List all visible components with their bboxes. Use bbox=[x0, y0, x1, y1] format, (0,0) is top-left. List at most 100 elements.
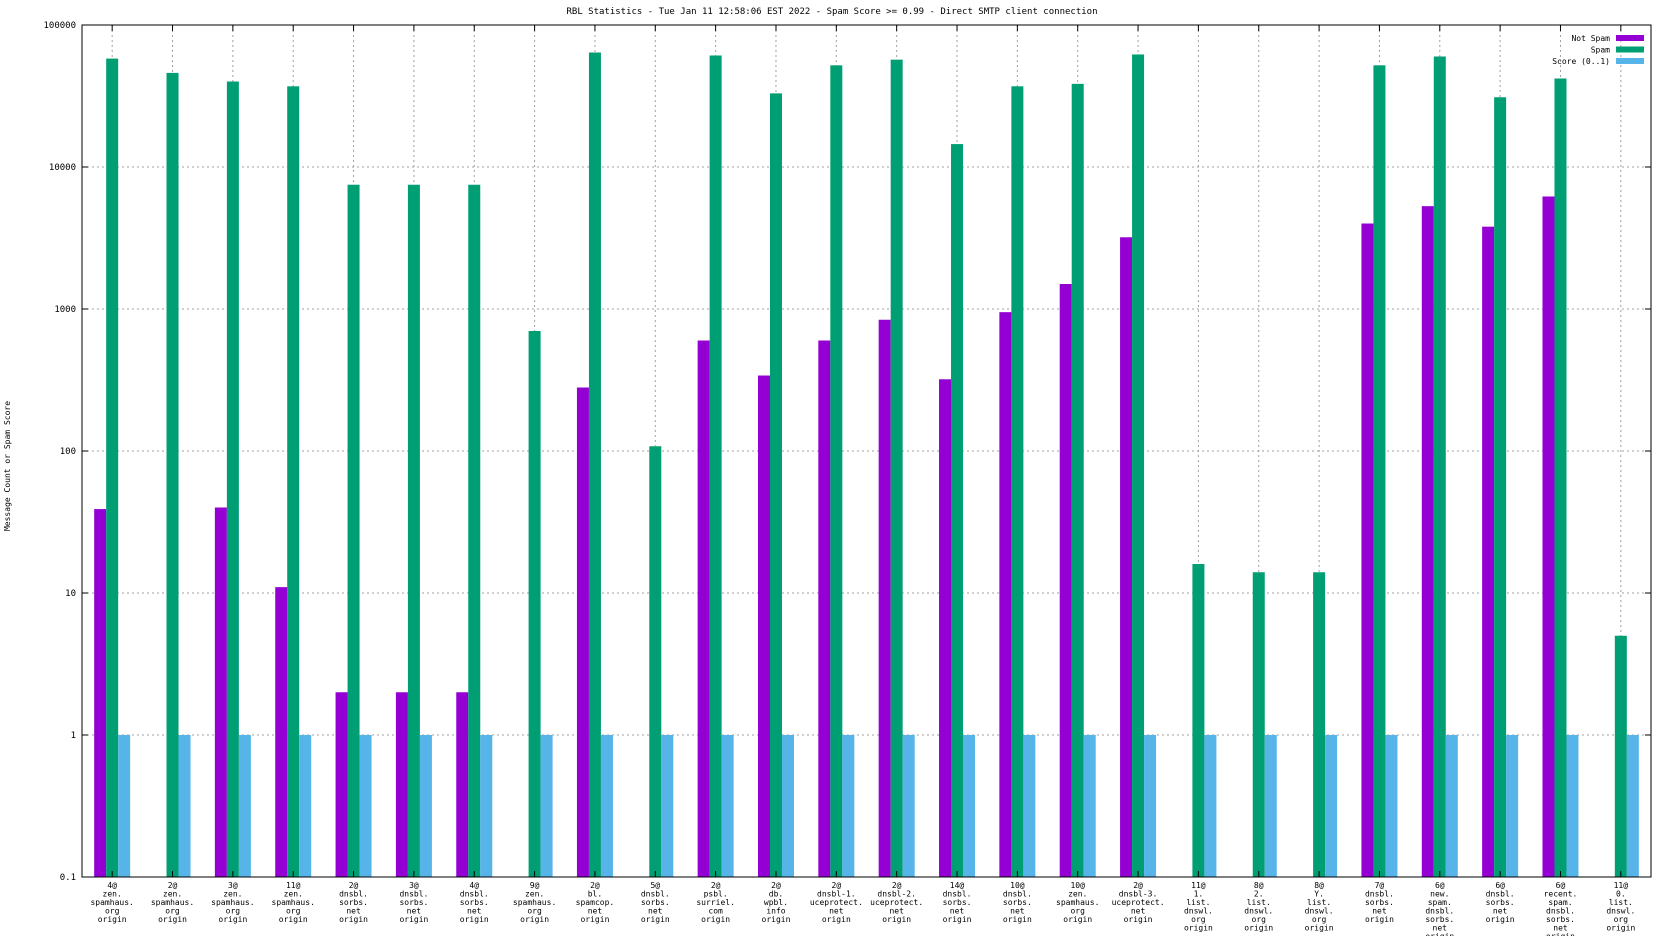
bar-not-spam bbox=[1482, 226, 1495, 878]
y-axis-label: Message Count or Spam Score bbox=[3, 401, 12, 531]
x-tick-label: 11@ 1. list. dnswl. org origin bbox=[1184, 881, 1213, 933]
y-tick-label: 10 bbox=[65, 589, 76, 599]
bar-spam bbox=[1252, 572, 1265, 877]
x-tick-label: 2@ dnsbl-3. uceprotect. net origin bbox=[1112, 881, 1165, 924]
bar-spam bbox=[1313, 572, 1326, 877]
y-tick-label: 100000 bbox=[43, 21, 76, 31]
bar-spam bbox=[1494, 97, 1507, 878]
x-tick-label: 10@ zen. spamhaus. org origin bbox=[1056, 881, 1099, 924]
x-tick-label: 8@ Y. list. dnswl. org origin bbox=[1305, 881, 1334, 933]
bar-spam bbox=[528, 330, 541, 877]
bar-spam bbox=[830, 65, 843, 878]
x-tick-label: 3@ dnsbl. sorbs. net origin bbox=[399, 881, 428, 924]
bar-spam bbox=[166, 72, 179, 878]
bar-score-0-1- bbox=[1083, 735, 1096, 877]
bar-score-0-1- bbox=[1144, 735, 1157, 877]
legend: Not Spam Spam Score (0..1) bbox=[1552, 34, 1644, 66]
bar-score-0-1- bbox=[842, 735, 855, 877]
bar-score-0-1- bbox=[1385, 735, 1398, 877]
bar-not-spam bbox=[456, 692, 469, 877]
bar-spam bbox=[226, 81, 239, 877]
bar-score-0-1- bbox=[359, 735, 372, 877]
x-tick-label: 7@ dnsbl. sorbs. net origin bbox=[1365, 881, 1394, 924]
y-tick-label: 1000 bbox=[54, 305, 76, 315]
legend-swatch bbox=[1616, 46, 1644, 53]
x-tick-label: 9@ zen. spamhaus. org origin bbox=[513, 881, 556, 924]
bar-spam bbox=[1011, 86, 1024, 877]
bar-spam bbox=[769, 93, 782, 877]
legend-entry-label: Spam bbox=[1591, 46, 1610, 55]
bar-score-0-1- bbox=[781, 735, 794, 877]
bar-spam bbox=[1554, 78, 1567, 878]
bar-not-spam bbox=[94, 509, 107, 877]
bar-not-spam bbox=[214, 507, 227, 877]
bar-spam bbox=[347, 184, 360, 877]
bar-not-spam bbox=[1059, 283, 1072, 877]
bar-score-0-1- bbox=[238, 735, 251, 877]
bar-not-spam bbox=[275, 587, 288, 877]
x-tick-label: 3@ zen. spamhaus. org origin bbox=[211, 881, 254, 924]
bar-not-spam bbox=[818, 340, 831, 877]
bar-spam bbox=[287, 86, 300, 877]
x-tick-label: 2@ dnsbl-1. uceprotect. net origin bbox=[810, 881, 863, 924]
x-tick-label: 11@ 0. list. dnswl. org origin bbox=[1606, 881, 1635, 933]
x-tick-label: 11@ zen. spamhaus. org origin bbox=[272, 881, 315, 924]
x-tick-label: 2@ dnsbl-2. uceprotect. net origin bbox=[870, 881, 923, 924]
legend-entry-label: Score (0..1) bbox=[1552, 57, 1610, 66]
bar-score-0-1- bbox=[963, 735, 976, 877]
bar-score-0-1- bbox=[299, 735, 312, 877]
x-tick-label: 5@ dnsbl. sorbs. net origin bbox=[641, 881, 670, 924]
legend-swatch bbox=[1616, 35, 1644, 41]
bar-score-0-1- bbox=[1325, 735, 1338, 877]
bar-score-0-1- bbox=[118, 735, 131, 877]
bar-not-spam bbox=[1542, 196, 1555, 878]
bar-score-0-1- bbox=[1506, 735, 1519, 877]
bar-spam bbox=[1132, 54, 1145, 877]
bar-score-0-1- bbox=[419, 735, 432, 877]
legend-entry-label: Not Spam bbox=[1571, 34, 1610, 43]
bar-spam bbox=[709, 55, 722, 878]
plot-frame bbox=[81, 24, 1652, 878]
x-tick-label: 8@ 2. list. dnswl. org origin bbox=[1244, 881, 1273, 933]
bar-score-0-1- bbox=[1264, 735, 1277, 877]
bar-spam bbox=[1192, 564, 1205, 877]
bar-score-0-1- bbox=[1204, 735, 1217, 877]
y-tick-label: 100 bbox=[60, 447, 76, 457]
bar-not-spam bbox=[395, 692, 408, 877]
x-tick-label: 4@ dnsbl. sorbs. net origin bbox=[460, 881, 489, 924]
bar-score-0-1- bbox=[1626, 735, 1639, 877]
bar-spam bbox=[1614, 635, 1627, 877]
x-tick-label: 10@ dnsbl. sorbs. net origin bbox=[1003, 881, 1032, 924]
x-tick-label: 2@ zen. spamhaus. org origin bbox=[151, 881, 194, 924]
bar-spam bbox=[890, 59, 903, 877]
bar-spam bbox=[1373, 65, 1386, 878]
bar-not-spam bbox=[1361, 223, 1374, 878]
bar-not-spam bbox=[757, 375, 770, 877]
bar-spam bbox=[106, 58, 119, 878]
axis-layer: 0.1 1 10 100 1000 10000 100000 4@ zen. spamhaus. o… bbox=[43, 21, 1652, 936]
bar-not-spam bbox=[1421, 206, 1434, 877]
x-tick-label: 14@ dnsbl. sorbs. net origin bbox=[943, 881, 972, 924]
bar-not-spam bbox=[576, 387, 589, 877]
bar-score-0-1- bbox=[600, 735, 613, 877]
x-tick-label: 2@ bl. spamcop. net origin bbox=[576, 881, 615, 924]
chart-title: RBL Statistics - Tue Jan 11 12:58:06 EST… bbox=[566, 7, 1097, 17]
grid-layer bbox=[82, 25, 1651, 877]
x-tick-label: 6@ dnsbl. sorbs. net origin bbox=[1486, 881, 1515, 924]
y-tick-label: 0.1 bbox=[60, 873, 76, 883]
bar-spam bbox=[468, 184, 481, 877]
legend-swatch bbox=[1616, 58, 1644, 64]
x-tick-label: 2@ dnsbl. sorbs. net origin bbox=[339, 881, 368, 924]
bar-not-spam bbox=[335, 692, 348, 877]
bar-spam bbox=[1071, 83, 1084, 878]
bar-score-0-1- bbox=[902, 735, 915, 877]
y-tick-label: 10000 bbox=[49, 163, 76, 173]
bar-spam bbox=[407, 184, 420, 877]
bar-not-spam bbox=[999, 312, 1012, 878]
bar-score-0-1- bbox=[1445, 735, 1458, 877]
bar-not-spam bbox=[878, 319, 891, 878]
bar-score-0-1- bbox=[480, 735, 493, 877]
bar-spam bbox=[649, 446, 662, 877]
